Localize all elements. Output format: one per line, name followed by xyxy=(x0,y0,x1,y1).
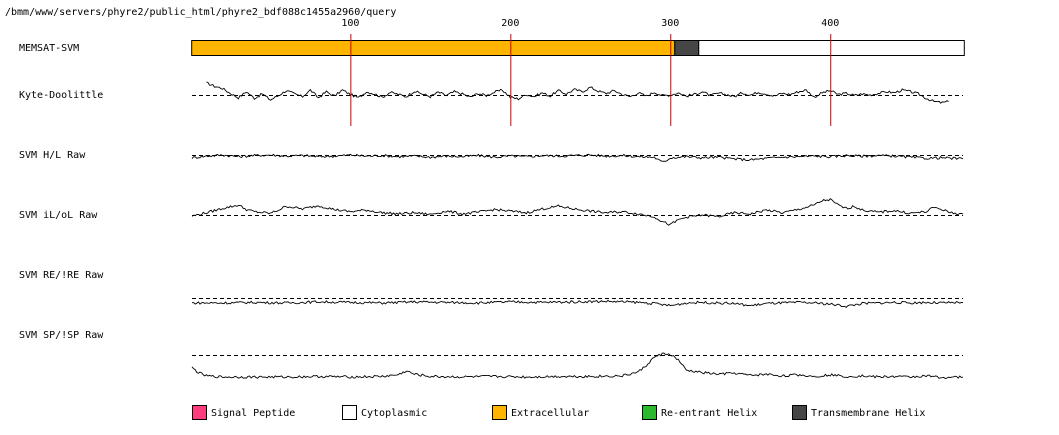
legend: Signal Peptide Cytoplasmic Extracellular Re… xyxy=(192,405,925,420)
legend-label-re-entrant-helix: Re-entrant Helix xyxy=(661,408,757,419)
x-tick-label-400: 400 xyxy=(821,18,839,29)
legend-swatch-transmembrane-helix xyxy=(792,405,807,420)
legend-label-transmembrane-helix: Transmembrane Helix xyxy=(811,408,925,419)
profile-line-svm-il-ol-raw xyxy=(191,198,964,226)
profile-line-kyte-doolittle xyxy=(206,81,949,104)
legend-label-signal-peptide: Signal Peptide xyxy=(211,408,295,419)
track-label-svm-h-l-raw: SVM H/L Raw xyxy=(19,150,86,161)
legend-label-extracellular: Extracellular xyxy=(511,408,589,419)
segment-cytoplasmic-2 xyxy=(698,40,965,56)
legend-swatch-cytoplasmic xyxy=(342,405,357,420)
x-axis-ticks: 100 200 300 400 xyxy=(341,18,839,29)
profile-line-svm-re-re-raw xyxy=(191,299,964,308)
track-profiles xyxy=(191,81,964,380)
profile-line-svm-sp-sp-raw xyxy=(191,352,964,380)
legend-label-cytoplasmic: Cytoplasmic xyxy=(361,408,427,419)
track-label-svm-re-re-raw: SVM RE/!RE Raw xyxy=(19,270,104,281)
x-tick-label-300: 300 xyxy=(661,18,679,29)
segment-extracellular-0 xyxy=(191,40,676,56)
query-path-label: /bmm/www/servers/phyre2/public_html/phyr… xyxy=(5,7,396,18)
track-baselines xyxy=(192,95,963,356)
legend-swatch-re-entrant-helix xyxy=(642,405,657,420)
x-tick-label-100: 100 xyxy=(341,18,359,29)
track-label-kyte-doolittle: Kyte-Doolittle xyxy=(19,90,103,101)
legend-swatch-signal-peptide xyxy=(192,405,207,420)
track-label-svm-il-ol-raw: SVM iL/oL Raw xyxy=(19,210,98,221)
profile-line-svm-h-l-raw xyxy=(191,153,964,162)
legend-swatch-extracellular xyxy=(492,405,507,420)
segment-transmembrane-helix-1 xyxy=(674,40,700,56)
x-tick-label-200: 200 xyxy=(501,18,519,29)
track-labels: MEMSAT-SVM Kyte-Doolittle SVM H/L Raw SVM i… xyxy=(19,43,104,341)
track-label-svm-sp-sp-raw: SVM SP/!SP Raw xyxy=(19,330,104,341)
memsat-svm-segment-bar xyxy=(191,40,965,56)
track-label-memsat-svm: MEMSAT-SVM xyxy=(19,43,79,54)
grid-lines xyxy=(350,34,832,126)
